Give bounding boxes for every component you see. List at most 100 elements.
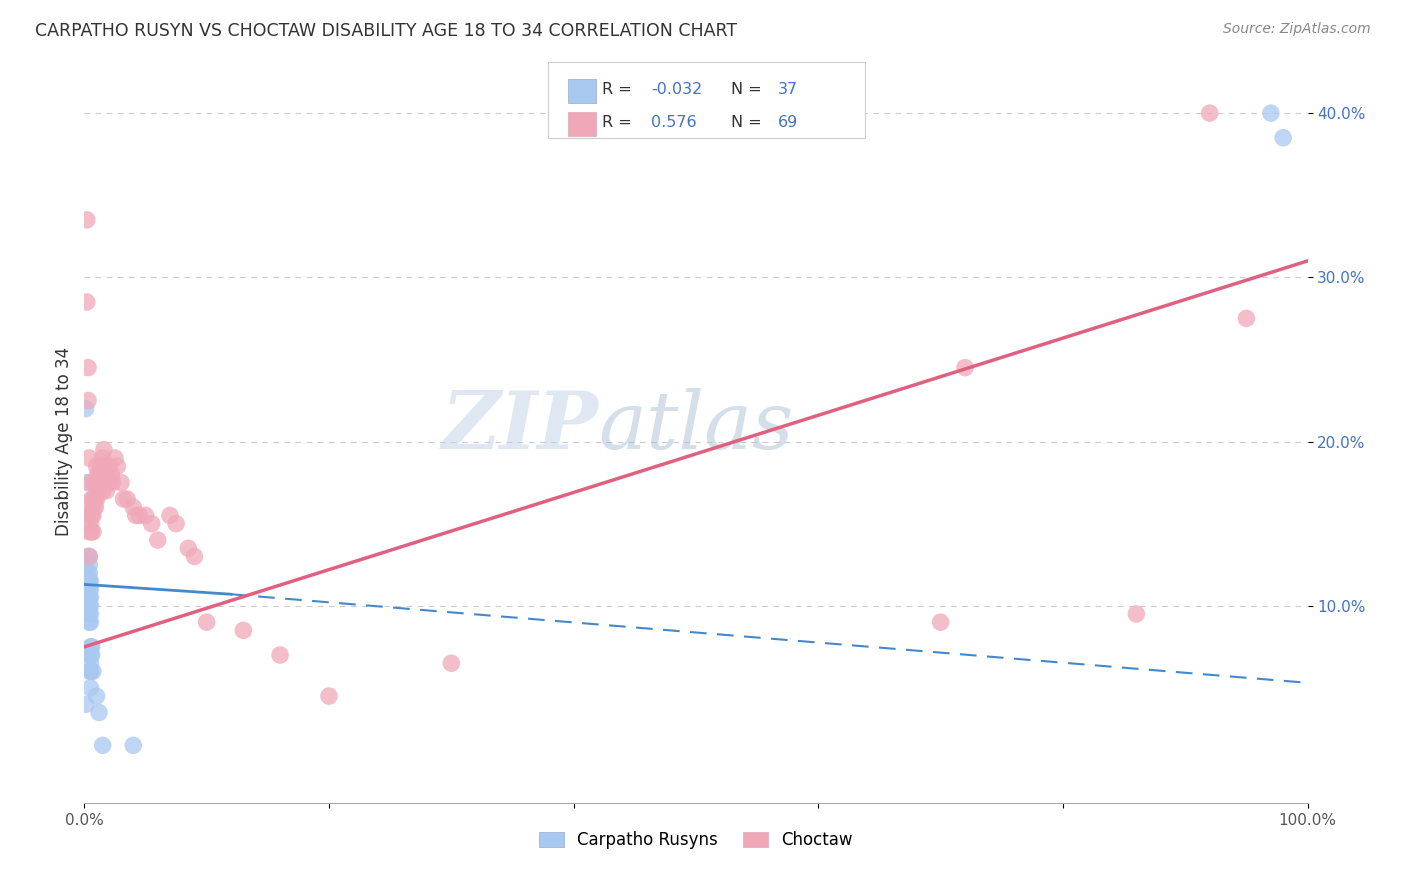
Point (80, 524, 103, 539)
Point (87, 483, 110, 498)
Point (77, 549, 100, 564)
Point (79, 582, 101, 597)
Point (79, 657, 101, 671)
Point (86, 689, 108, 703)
Point (94, 467, 117, 482)
Point (177, 541, 200, 556)
Point (91, 739, 114, 753)
Text: ZIP: ZIP (441, 388, 598, 466)
Point (93, 442, 115, 457)
Point (1272, 130, 1295, 145)
Point (77, 360, 100, 375)
Point (79, 500, 101, 515)
Point (91, 483, 114, 498)
Text: CARPATHO RUSYN VS CHOCTAW DISABILITY AGE 18 TO 34 CORRELATION CHART: CARPATHO RUSYN VS CHOCTAW DISABILITY AGE… (35, 22, 737, 40)
Point (79, 665, 101, 679)
Point (76, 212, 98, 227)
Point (87, 467, 110, 482)
Point (80, 508, 103, 523)
Point (77, 574, 100, 588)
Point (104, 450, 127, 465)
Point (1198, 106, 1220, 120)
Point (79, 665, 101, 679)
Point (76, 508, 98, 523)
Point (82, 524, 104, 539)
Point (77, 549, 100, 564)
Point (79, 607, 101, 621)
Point (318, 689, 340, 703)
Point (77, 549, 100, 564)
Point (83, 500, 105, 515)
Text: N =: N = (731, 82, 768, 97)
Point (135, 508, 157, 523)
Point (146, 533, 169, 547)
Point (75, 698, 97, 712)
Point (83, 475, 105, 490)
Point (90, 467, 112, 482)
Point (79, 516, 101, 531)
Text: N =: N = (731, 115, 768, 130)
Point (86, 491, 108, 506)
Point (84, 491, 107, 506)
Text: atlas: atlas (598, 388, 793, 466)
Point (77, 450, 100, 465)
Point (122, 739, 145, 753)
Point (77, 566, 100, 580)
Point (83, 491, 105, 506)
Text: R =: R = (602, 115, 641, 130)
Point (96, 483, 118, 498)
Point (80, 648, 103, 662)
Point (110, 475, 132, 490)
Point (77, 566, 100, 580)
Point (101, 475, 124, 490)
Point (87, 483, 110, 498)
Point (141, 516, 163, 531)
Point (86, 475, 108, 490)
Point (122, 500, 145, 515)
Point (76, 475, 98, 490)
Point (77, 558, 100, 572)
Point (79, 591, 101, 605)
Legend: Carpatho Rusyns, Choctaw: Carpatho Rusyns, Choctaw (533, 824, 859, 856)
Point (929, 615, 952, 630)
Point (195, 615, 218, 630)
Point (82, 665, 104, 679)
Text: R =: R = (602, 82, 637, 97)
Point (89, 467, 111, 482)
Point (77, 574, 100, 588)
Point (953, 360, 976, 375)
Point (87, 706, 110, 720)
Point (100, 467, 122, 482)
Point (79, 574, 101, 588)
Point (90, 459, 112, 474)
Point (76, 295, 98, 310)
Point (77, 524, 100, 539)
Point (1125, 607, 1147, 621)
Point (112, 491, 135, 506)
Point (96, 467, 118, 482)
Point (84, 475, 107, 490)
Point (105, 459, 128, 474)
Point (79, 599, 101, 613)
Point (80, 640, 103, 654)
Point (77, 615, 100, 630)
Point (77, 607, 100, 621)
Point (128, 508, 150, 523)
Point (77, 599, 100, 613)
Text: 0.576: 0.576 (651, 115, 696, 130)
Point (86, 459, 108, 474)
Text: 37: 37 (778, 82, 797, 97)
Point (125, 508, 148, 523)
Point (97, 459, 120, 474)
Point (91, 450, 114, 465)
Text: 69: 69 (778, 115, 797, 130)
Point (165, 516, 187, 531)
Point (79, 615, 101, 630)
Point (1260, 106, 1282, 120)
Point (79, 640, 101, 654)
Y-axis label: Disability Age 18 to 34: Disability Age 18 to 34 (55, 347, 73, 536)
Point (79, 648, 101, 662)
Point (159, 508, 181, 523)
Point (82, 491, 104, 506)
Point (115, 491, 138, 506)
